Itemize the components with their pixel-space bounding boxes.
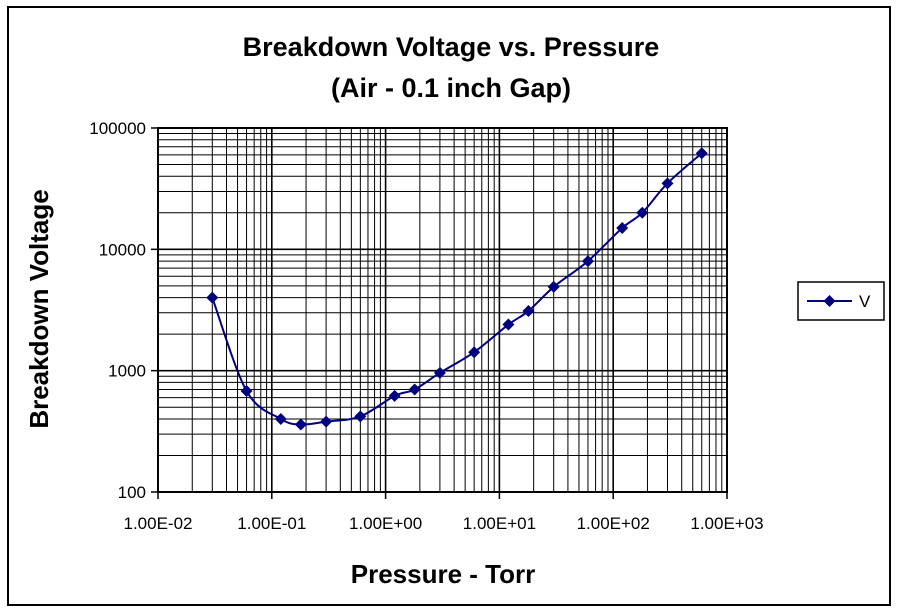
data-point [206, 291, 219, 304]
data-point [502, 318, 515, 331]
x-tick-label: 1.00E+03 [690, 514, 763, 533]
x-axis-title: Pressure - Torr [351, 559, 535, 589]
x-tick-label: 1.00E+01 [463, 514, 536, 533]
data-point [274, 412, 287, 425]
x-tick-label: 1.00E-01 [237, 514, 306, 533]
data-point [616, 221, 629, 234]
data-point [388, 389, 401, 402]
y-tick-label: 100000 [89, 119, 146, 138]
y-tick-label: 10000 [99, 240, 146, 259]
plot-area-border [157, 127, 728, 493]
chart-title: Breakdown Voltage vs. Pressure [243, 32, 660, 62]
data-point [581, 255, 594, 268]
data-point [320, 415, 333, 428]
y-tick-label: 100 [118, 483, 146, 502]
y-axis-title: Breakdown Voltage [24, 189, 54, 428]
data-point [408, 383, 421, 396]
data-point [433, 366, 446, 379]
data-point [294, 418, 307, 431]
series-line [211, 152, 703, 426]
x-tick-label: 1.00E+00 [349, 514, 422, 533]
y-tick-label: 1000 [108, 362, 146, 381]
data-point [636, 206, 649, 219]
series-layer [206, 147, 708, 431]
data-point [695, 147, 708, 160]
chart-subtitle: (Air - 0.1 inch Gap) [331, 73, 571, 103]
x-tick-label: 1.00E+02 [577, 514, 650, 533]
data-point [522, 305, 535, 318]
data-point [468, 346, 481, 359]
data-point [547, 280, 560, 293]
legend: V [797, 281, 885, 321]
legend-marker [823, 295, 836, 307]
grid-layer [157, 128, 727, 493]
ticks-layer: 1.00E-02 1.00E-01 1.00E+00 1.00E+01 1.00E+02… [89, 119, 763, 533]
data-point [354, 410, 367, 423]
chart-frame [7, 6, 891, 606]
legend-label: V [859, 292, 871, 311]
data-point [240, 384, 253, 397]
data-point [661, 177, 674, 190]
x-tick-label: 1.00E-02 [124, 514, 193, 533]
